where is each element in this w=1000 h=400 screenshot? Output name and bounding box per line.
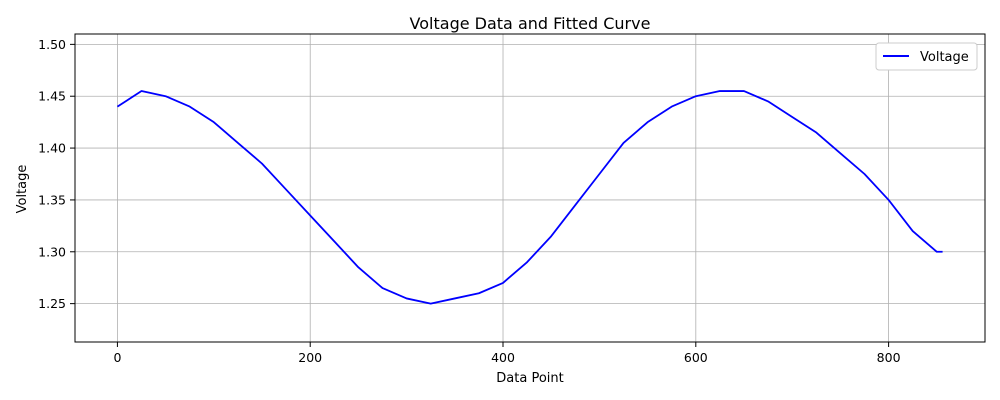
x-axis-title: Data Point bbox=[496, 371, 563, 386]
chart-title: Voltage Data and Fitted Curve bbox=[410, 14, 651, 33]
series-line-voltage bbox=[116, 90, 943, 305]
legend: Voltage bbox=[875, 42, 978, 71]
x-tick-label: 200 bbox=[298, 350, 322, 365]
y-tick-label: 1.40 bbox=[38, 141, 66, 156]
x-tick-label: 0 bbox=[113, 350, 121, 365]
y-tick-label: 1.30 bbox=[38, 244, 66, 259]
grid bbox=[75, 34, 985, 342]
legend-label-voltage: Voltage bbox=[920, 50, 969, 65]
ticks: 0 200 400 600 800 1.25 1.30 1.35 1.40 1.45 1.50 bbox=[38, 37, 900, 365]
y-tick-label: 1.50 bbox=[38, 37, 66, 52]
x-tick-label: 400 bbox=[491, 350, 515, 365]
legend-box bbox=[875, 42, 978, 71]
y-tick-label: 1.35 bbox=[38, 192, 66, 207]
x-tick-label: 600 bbox=[684, 350, 708, 365]
x-tick-label: 800 bbox=[877, 350, 901, 365]
series-layer bbox=[116, 90, 943, 305]
plot-frame bbox=[74, 33, 986, 343]
y-tick-label: 1.45 bbox=[38, 89, 66, 104]
y-axis-title: Voltage bbox=[15, 165, 30, 214]
y-tick-label: 1.25 bbox=[38, 296, 66, 311]
